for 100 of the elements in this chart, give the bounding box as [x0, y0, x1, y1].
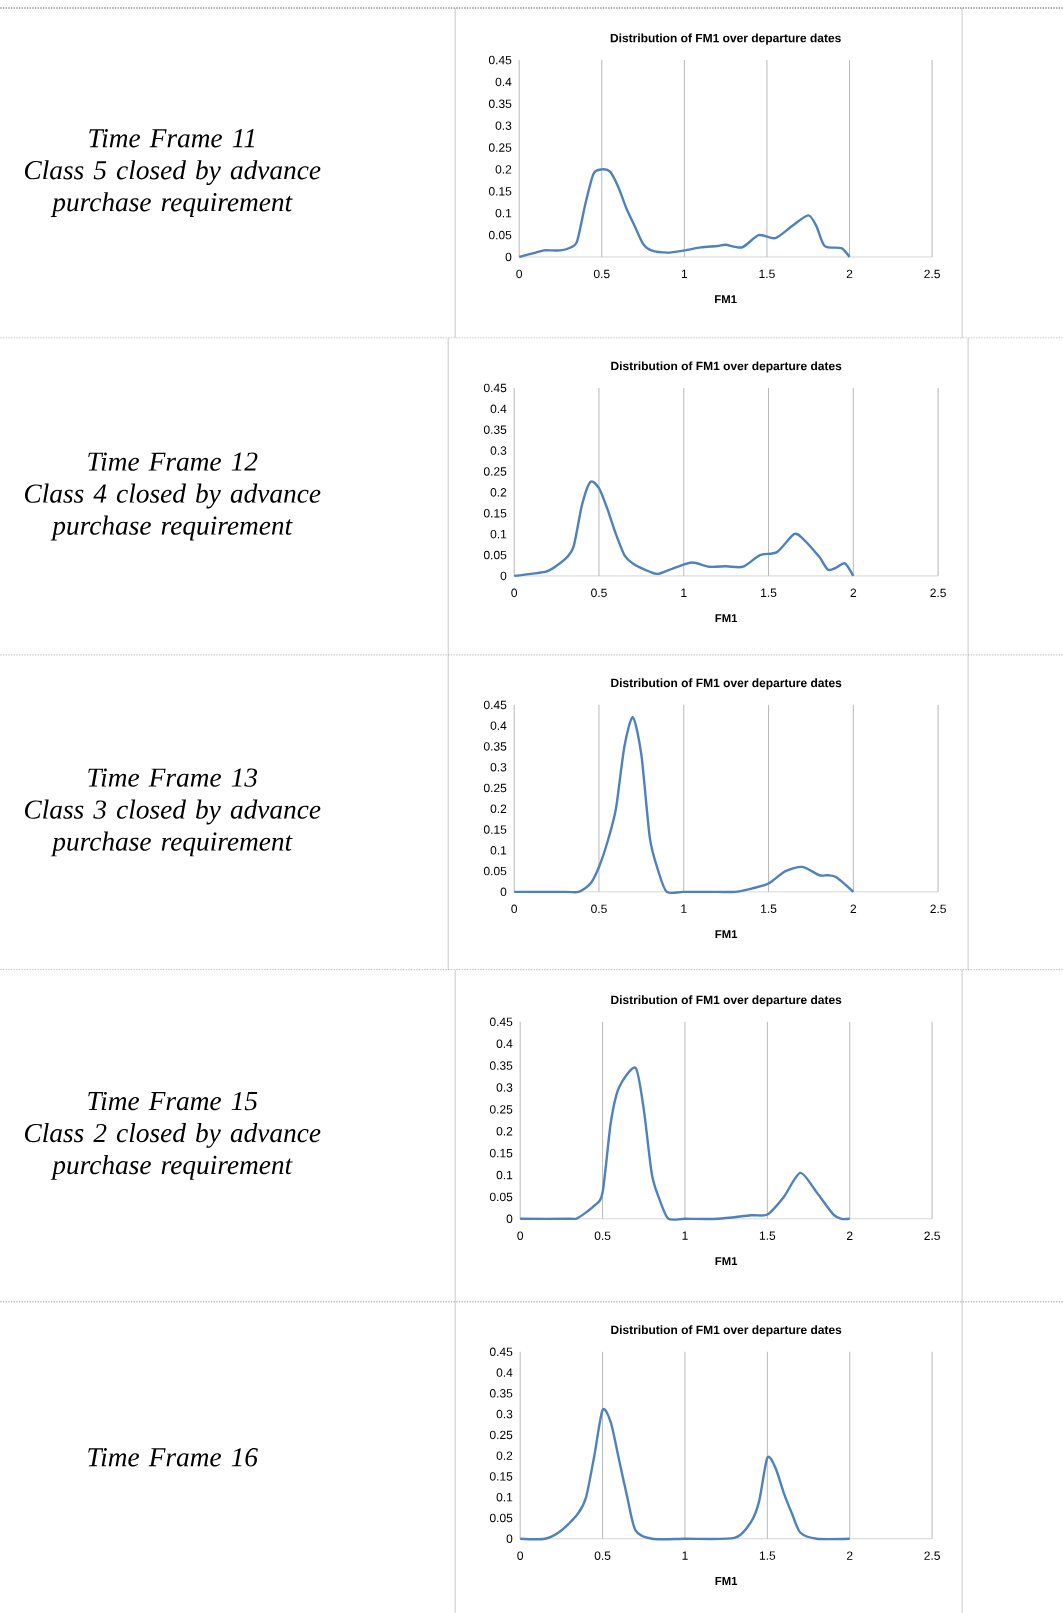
y-tick-label: 0.1 — [496, 1492, 513, 1502]
text: Class 2 closed by advance purchase requirement — [24, 1123, 321, 1180]
x-axis-title: FM1 — [714, 295, 737, 304]
x-tick-label: 2 — [846, 1551, 853, 1560]
y-tick-label: 0.45 — [483, 383, 507, 393]
y-tick-label: 0.45 — [483, 700, 507, 710]
x-tick-label: 2.5 — [924, 1231, 940, 1241]
y-tick-label: 0.45 — [489, 1347, 513, 1357]
text: Time Frame 15 — [88, 1091, 258, 1111]
x-axis-title: FM1 — [715, 1257, 737, 1265]
x-tick-label: 2 — [846, 1231, 853, 1240]
line-series — [512, 480, 855, 578]
y-tick-label: 0.45 — [488, 55, 512, 65]
x-tick-label: 0 — [517, 1551, 523, 1560]
y-tick-label: 0.1 — [495, 208, 512, 218]
y-tick-label: 0 — [506, 1214, 513, 1224]
y-tick-label: 0.3 — [490, 446, 507, 455]
x-tick-label: 0.5 — [594, 1231, 611, 1241]
x-tick-label: 2 — [846, 269, 853, 279]
y-tick-label: 0.3 — [490, 762, 507, 772]
y-tick-label: 0.4 — [490, 404, 507, 414]
x-tick-label: 0.5 — [594, 1551, 611, 1560]
chart-title: Distribution of FM1 over departure dates — [611, 678, 842, 690]
text: Time Frame 13 — [88, 768, 257, 787]
y-tick-label: 0 — [500, 887, 507, 897]
line-series — [512, 716, 855, 895]
x-tick-label: 2 — [850, 588, 856, 597]
y-tick-label: 0 — [505, 252, 512, 262]
text: Class 5 closed by advance purchase requirement — [24, 160, 321, 217]
y-tick-label: 0.15 — [483, 825, 507, 834]
y-tick-label: 0.05 — [483, 550, 507, 560]
x-tick-label: 1 — [681, 588, 687, 597]
y-tick-label: 0.05 — [483, 866, 507, 876]
text: Time Frame 16 — [88, 1448, 258, 1467]
line-series — [517, 168, 851, 259]
line-series — [518, 1408, 851, 1541]
y-tick-label: 0.3 — [496, 1409, 513, 1419]
y-tick-label: 0.05 — [489, 1513, 513, 1523]
x-tick-label: 1.5 — [759, 1231, 775, 1240]
y-tick-label: 0.15 — [489, 1148, 513, 1158]
x-axis-title: FM1 — [715, 614, 737, 623]
x-tick-label: 1.5 — [760, 904, 777, 913]
text: Time Frame 11 — [89, 129, 254, 148]
chart-title: Distribution of FM1 over departure dates — [611, 995, 842, 1007]
line-series — [518, 1066, 851, 1221]
x-tick-label: 1.5 — [759, 1551, 775, 1560]
y-tick-label: 0.35 — [488, 99, 512, 109]
y-tick-label: 0.25 — [489, 1105, 513, 1114]
y-tick-label: 0.3 — [495, 121, 512, 130]
y-tick-label: 0.25 — [489, 1430, 513, 1440]
chart-title: Distribution of FM1 over departure dates — [610, 33, 841, 45]
x-tick-label: 2.5 — [930, 588, 946, 598]
x-tick-label: 1 — [681, 904, 687, 913]
y-tick-label: 0.4 — [495, 77, 512, 87]
y-tick-label: 0.2 — [490, 488, 507, 497]
chart-title: Distribution of FM1 over departure dates — [611, 361, 842, 373]
y-tick-label: 0.05 — [488, 230, 512, 240]
y-tick-label: 0.2 — [496, 1451, 513, 1460]
y-tick-label: 0.1 — [496, 1170, 513, 1180]
y-tick-label: 0.25 — [483, 783, 507, 793]
y-tick-label: 0.4 — [496, 1039, 513, 1048]
y-tick-label: 0 — [500, 571, 507, 581]
x-tick-label: 0.5 — [590, 904, 607, 914]
y-tick-label: 0.3 — [496, 1083, 513, 1092]
y-tick-label: 0.45 — [489, 1017, 513, 1027]
x-tick-label: 2.5 — [930, 904, 946, 914]
x-tick-label: 1.5 — [759, 269, 775, 279]
x-tick-label: 0.5 — [593, 269, 610, 279]
y-tick-label: 0.2 — [490, 804, 507, 814]
y-tick-label: 0.05 — [489, 1192, 513, 1202]
x-tick-label: 0 — [517, 1231, 523, 1241]
chart-title: Distribution of FM1 over departure dates — [611, 1325, 842, 1337]
y-tick-label: 0 — [506, 1534, 513, 1544]
y-tick-label: 0.2 — [496, 1127, 513, 1136]
y-tick-label: 0.35 — [489, 1061, 513, 1070]
x-tick-label: 1.5 — [760, 588, 777, 597]
x-tick-label: 2 — [850, 904, 856, 913]
y-tick-label: 0.35 — [489, 1389, 513, 1398]
x-tick-label: 2.5 — [924, 1551, 940, 1560]
x-tick-label: 1 — [681, 269, 687, 278]
x-axis-title: FM1 — [715, 930, 737, 939]
y-tick-label: 0.15 — [488, 187, 512, 196]
y-tick-label: 0.1 — [490, 846, 507, 855]
x-tick-label: 0.5 — [590, 588, 607, 598]
y-tick-label: 0.2 — [495, 165, 512, 174]
y-tick-label: 0.25 — [488, 143, 512, 152]
y-tick-label: 0.35 — [483, 742, 507, 751]
y-tick-label: 0.4 — [490, 721, 507, 730]
y-tick-label: 0.35 — [483, 425, 507, 434]
x-axis-title: FM1 — [715, 1577, 737, 1585]
y-tick-label: 0.25 — [483, 467, 507, 476]
x-tick-label: 2.5 — [924, 269, 940, 279]
y-tick-label: 0.15 — [483, 509, 507, 518]
text: Class 3 closed by advance purchase requirement — [24, 799, 321, 857]
y-tick-label: 0.15 — [489, 1472, 513, 1481]
x-tick-label: 0 — [516, 269, 522, 279]
y-tick-label: 0.4 — [496, 1368, 513, 1377]
text: Time Frame 12 — [88, 452, 258, 471]
x-tick-label: 1 — [682, 1551, 688, 1560]
text: Class 4 closed by advance purchase requirement — [24, 483, 321, 541]
